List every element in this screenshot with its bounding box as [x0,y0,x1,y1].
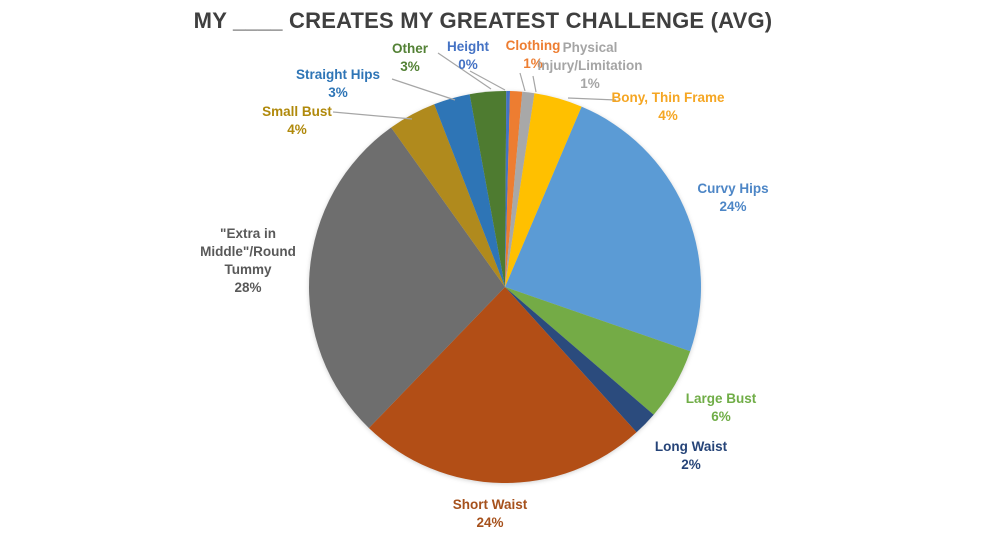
data-label-line: Straight Hips [295,67,381,82]
data-label-line: Injury/Limitation [537,58,643,73]
data-label-line: 24% [719,199,747,214]
pie-slice-height [505,91,511,287]
leader-line-small-bust [332,111,413,120]
data-label-large-bust: Large Bust 6% [686,390,757,426]
leader-line-clothing [519,72,526,92]
leader-line-bony-thin-frame [567,97,617,101]
data-label-line: Middle"/Round [200,244,296,259]
pie-slices [309,90,701,483]
data-label-line: 2% [681,457,701,472]
data-label-line: Height [447,39,489,54]
data-label-bony-thin-frame: Bony, Thin Frame 4% [611,89,724,125]
data-label-height: Height 0% [447,38,489,74]
pie-slice-long-waist [505,287,654,433]
pie-slice-bony-thin-frame [505,93,582,287]
data-label-other: Other 3% [392,40,428,76]
data-label-line: 0% [458,57,478,72]
data-label-line: Short Waist [452,497,528,512]
leader-lines [332,52,617,120]
pie-slice-extra-in-middle [309,127,505,429]
data-label-line: 24% [476,515,504,530]
data-label-line: Small Bust [262,104,332,119]
data-label-line: 28% [234,280,262,295]
pie-slice-physical-injury [505,91,535,287]
data-label-straight-hips: Straight Hips 3% [296,66,380,102]
pie-slice-straight-hips [434,94,505,287]
leader-line-height [469,70,506,91]
data-label-line: Physical [562,40,618,55]
data-label-line: Bony, Thin Frame [611,90,725,105]
pie-slice-large-bust [505,287,691,415]
data-label-short-waist: Short Waist 24% [453,496,528,532]
leader-line-other [437,52,492,90]
data-label-long-waist: Long Waist 2% [655,438,727,474]
data-label-line: Long Waist [654,439,728,454]
data-label-small-bust: Small Bust 4% [262,103,332,139]
leader-line-physical-injury [532,75,537,93]
pie-slice-other [469,90,507,287]
leader-line-straight-hips [391,78,456,101]
data-label-physical-injury: Physical Injury/Limitation 1% [537,39,642,93]
data-label-line: 6% [711,409,731,424]
chart-title: MY ____ CREATES MY GREATEST CHALLENGE (A… [193,8,773,33]
data-label-line: "Extra in [220,226,276,241]
data-label-line: Large Bust [685,391,757,406]
pie-slice-clothing [505,91,523,287]
data-label-line: 1% [523,56,543,71]
data-label-clothing: Clothing 1% [506,37,561,73]
data-label-line: Tummy [224,262,272,277]
data-label-curvy-hips: Curvy Hips 24% [697,180,768,216]
data-label-line: 3% [400,59,420,74]
data-label-line: Curvy Hips [697,181,769,196]
pie-slice-small-bust [391,104,505,287]
data-label-line: Clothing [505,38,561,53]
data-label-extra-in-middle: "Extra in Middle"/Round Tummy 28% [200,225,296,297]
data-label-line: 3% [328,85,348,100]
pie-slice-curvy-hips [505,106,701,352]
data-label-line: 4% [287,122,307,137]
data-label-line: 4% [658,108,678,123]
data-label-line: 1% [580,76,600,91]
data-label-line: Other [391,41,429,56]
pie-slice-short-waist [368,287,637,483]
